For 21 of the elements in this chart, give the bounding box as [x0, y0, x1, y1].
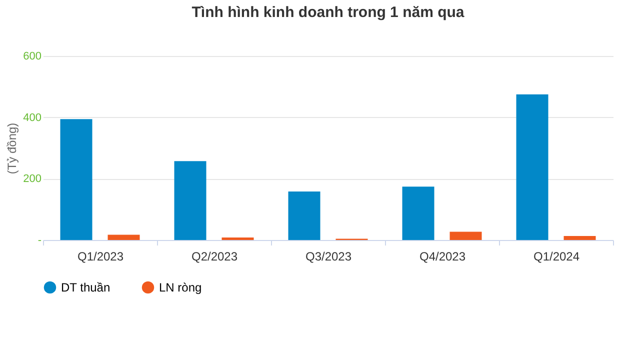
x-tick-label: Q4/2023 [419, 250, 466, 264]
bar [402, 186, 434, 240]
legend-label: DT thuần [61, 280, 110, 294]
x-tick-label: Q1/2023 [77, 250, 124, 264]
y-axis-title: (Tỷ đồng) [5, 122, 20, 174]
x-tick-label: Q3/2023 [305, 250, 352, 264]
bar [516, 94, 548, 240]
legend-label: LN ròng [159, 280, 202, 294]
bar [288, 192, 320, 240]
x-tick-label: Q2/2023 [191, 250, 238, 264]
y-tick-label: 600 [23, 50, 42, 62]
y-tick-label: - [38, 234, 42, 246]
chart-title: Tình hình kinh doanh trong 1 năm qua [192, 4, 465, 21]
y-tick-label: 400 [23, 112, 42, 124]
bar [564, 236, 596, 240]
x-tick-label: Q1/2024 [533, 250, 580, 264]
bar [450, 232, 482, 240]
bar [108, 234, 140, 240]
bar [60, 119, 92, 240]
y-tick-label: 200 [23, 173, 42, 186]
bar [174, 161, 206, 240]
